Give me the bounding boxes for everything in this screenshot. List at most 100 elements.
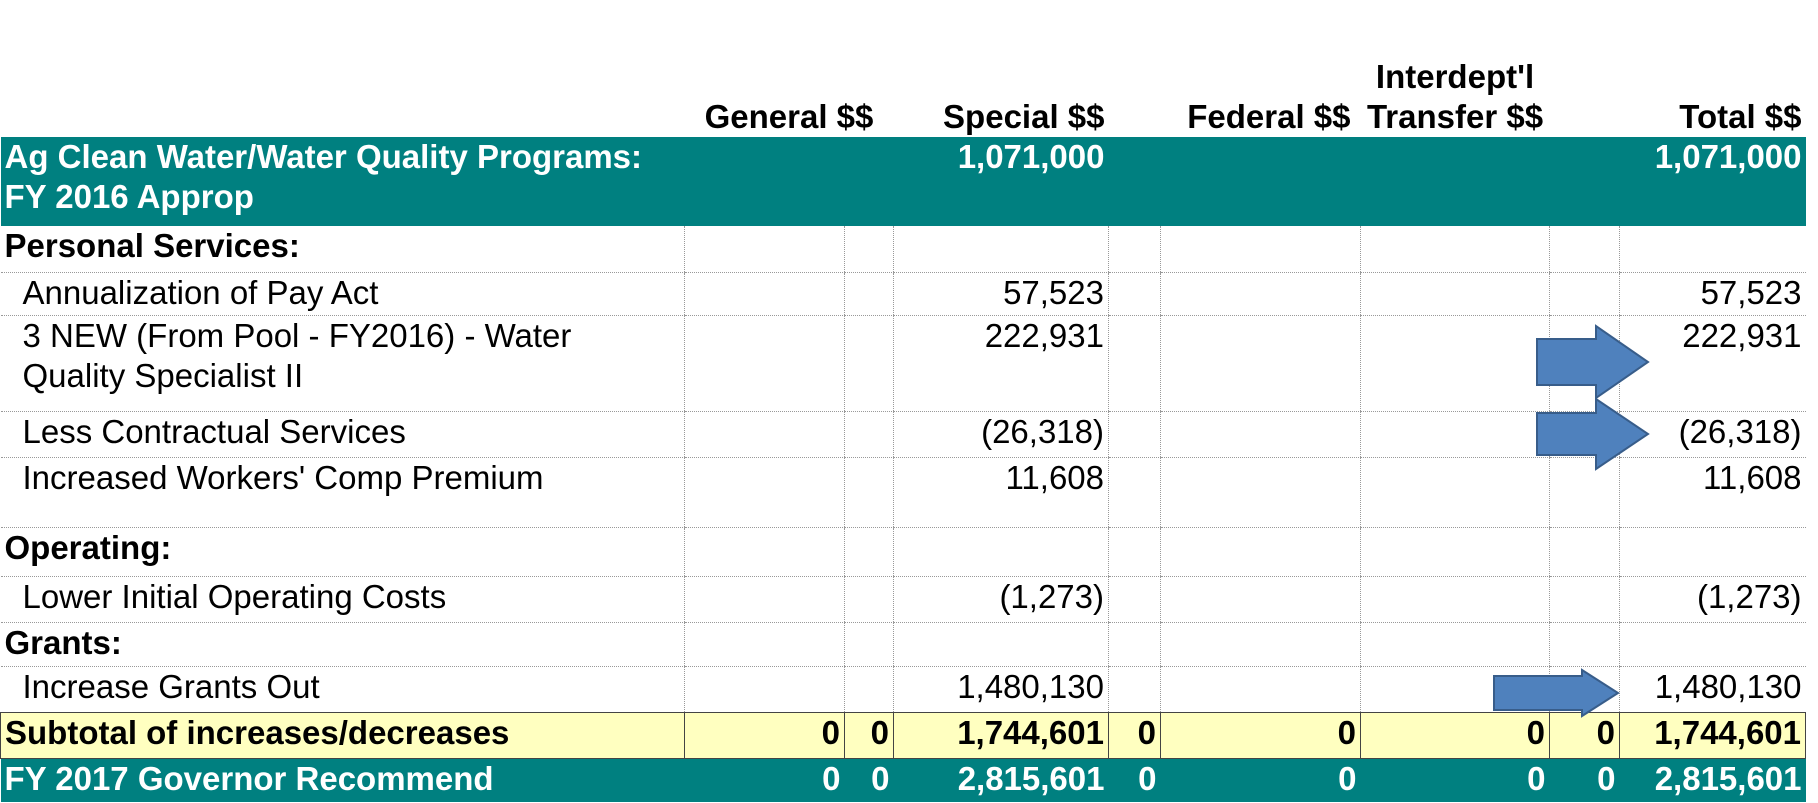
cell (684, 137, 845, 226)
teal-row: FY 2017 Governor Recommend 0 0 2,815,601 0 0 0… (0, 758, 1806, 802)
cell: 0 (1108, 758, 1161, 802)
cell: 3 NEW (From Pool - FY2016) - Water Quali… (0, 315, 685, 412)
cell (1619, 622, 1806, 667)
cell: Operating: (0, 527, 685, 577)
header-cell: Total $$ (1679, 98, 1802, 135)
cell: (1,273) (1619, 576, 1806, 623)
cell: 1,071,000 (1619, 137, 1806, 226)
cell (893, 226, 1109, 273)
cell (1549, 576, 1620, 623)
arrow (1493, 668, 1620, 718)
header-cell: Special $$ (943, 98, 1105, 135)
cell (1159, 226, 1361, 273)
cell: Increase Grants Out (0, 666, 685, 713)
cell (1360, 411, 1550, 458)
cell (1619, 226, 1806, 273)
header-cell: Federal $$ (1187, 98, 1351, 135)
cell (684, 226, 845, 273)
subtotal-row: Subtotal of increases/decreases 0 0 1,744,6… (0, 711, 1807, 759)
cell (1108, 527, 1161, 577)
cell: 0 (1108, 711, 1161, 759)
arrow (1536, 324, 1650, 400)
cell (1159, 411, 1361, 458)
item-row: Less Contractual Services (26,318) (26,318… (0, 411, 1806, 458)
cell (844, 411, 894, 458)
cell (893, 622, 1109, 667)
cell (1108, 576, 1161, 623)
cell (1160, 137, 1361, 226)
cell (1108, 315, 1161, 412)
cell (684, 527, 845, 577)
cell (1159, 666, 1361, 713)
cell (1159, 576, 1361, 623)
cell (1360, 226, 1550, 273)
cell (1108, 137, 1161, 226)
teal-row: Ag Clean Water/Water Quality Programs: F… (0, 137, 1806, 226)
cell: 0 (1160, 758, 1361, 802)
cell: 0 (684, 758, 845, 802)
cell (1360, 622, 1550, 667)
cell (1159, 457, 1361, 528)
cell: (26,318) (1619, 411, 1806, 458)
cell: 0 (1159, 711, 1362, 759)
cell: 0 (844, 711, 894, 759)
cell (1549, 622, 1620, 667)
cell (1159, 315, 1361, 412)
cell: Subtotal of increases/decreases (0, 711, 685, 759)
cell: 0 (1360, 758, 1550, 802)
header-row: General $$ Special $$ Federal $$ Interdept'… (1, 0, 1806, 137)
cell (1360, 137, 1550, 226)
cell (1360, 272, 1550, 316)
cell (1360, 527, 1550, 577)
section-row: Grants: (0, 622, 1806, 667)
cell (684, 315, 845, 412)
cell: Ag Clean Water/Water Quality Programs: F… (0, 137, 685, 226)
cell: 0 (1360, 711, 1551, 759)
cell (1108, 411, 1161, 458)
cell: 222,931 (893, 315, 1109, 412)
cell: (26,318) (893, 411, 1109, 458)
section-row: Operating: (0, 527, 1806, 577)
item-row: Annualization of Pay Act 57,523 57,523 (0, 272, 1806, 316)
cell (684, 576, 845, 623)
cell: Increased Workers' Comp Premium (0, 457, 685, 528)
cell: 2,815,601 (1619, 758, 1806, 802)
cell (844, 137, 894, 226)
cell (893, 527, 1109, 577)
cell (1360, 315, 1550, 412)
cell: 57,523 (1619, 272, 1806, 316)
cell (1360, 576, 1550, 623)
cell: 222,931 (1619, 315, 1806, 412)
header-cell: Interdept'l Transfer $$ (1366, 58, 1544, 135)
cell: FY 2017 Governor Recommend (0, 758, 685, 802)
cell (1159, 622, 1361, 667)
cell (844, 666, 894, 713)
cell (684, 272, 845, 316)
cell: 0 (1549, 758, 1620, 802)
cell (1549, 272, 1620, 316)
cell: 57,523 (893, 272, 1109, 316)
cell (684, 457, 845, 528)
cell: Annualization of Pay Act (0, 272, 685, 316)
cell (1108, 272, 1161, 316)
cell: Less Contractual Services (0, 411, 685, 458)
cell: 11,608 (1619, 457, 1806, 528)
cell (1360, 457, 1550, 528)
cell: 0 (844, 758, 894, 802)
cell: 11,608 (893, 457, 1109, 528)
cell: 0 (1549, 711, 1621, 759)
cell: 1,744,601 (1619, 711, 1807, 759)
arrow (1536, 397, 1650, 471)
cell (1108, 226, 1161, 273)
cell (1159, 527, 1361, 577)
cell: Grants: (0, 622, 685, 667)
cell (844, 622, 894, 667)
cell (844, 272, 894, 316)
cell: 1,071,000 (893, 137, 1109, 226)
header-cell: General $$ (704, 98, 874, 135)
cell (1549, 527, 1620, 577)
cell: (1,273) (893, 576, 1109, 623)
cell (684, 411, 845, 458)
cell (844, 457, 894, 528)
